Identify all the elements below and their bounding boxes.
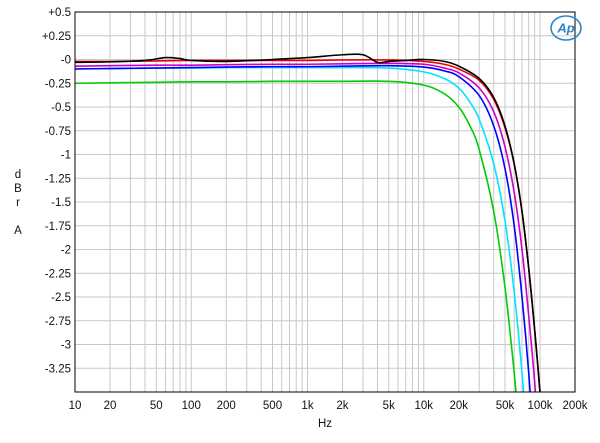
y-tick-label: -1 (61, 150, 71, 162)
plot-frame (74, 11, 576, 393)
series-line-6 (75, 53, 541, 392)
y-tick-labels: +0.5 +0.25 -0 -0.25 -0.5 -0.75 -1 -1.25 -1.5 -1.7… (42, 7, 71, 375)
x-tick-labels: 10 20 50 100 200 500 1k 2k 5k 10k 20k 50k 100k 200k (69, 400, 588, 412)
y-axis-title-letter: d (15, 169, 21, 181)
y-tick-label: +0.5 (48, 7, 71, 19)
y-tick-label: -0.75 (45, 126, 71, 138)
y-tick-label: -2 (61, 245, 71, 257)
y-tick-label: -1.25 (45, 173, 71, 185)
x-tick-label: 200k (563, 400, 588, 412)
ap-logo-ring (550, 15, 582, 41)
x-tick-label: 20 (104, 400, 117, 412)
y-tick-label: -3 (61, 340, 71, 352)
y-axis-title-letter: r (16, 197, 20, 209)
x-tick-label: 10k (414, 400, 433, 412)
x-tick-label: 100k (528, 400, 553, 412)
x-tick-label: 10 (69, 400, 82, 412)
x-tick-label: 100 (182, 400, 201, 412)
ap-logo: Ap (550, 15, 582, 41)
y-tick-label: -0.25 (45, 78, 71, 90)
chart-series (75, 53, 541, 392)
x-tick-label: 500 (263, 400, 282, 412)
y-axis-title-letter: A (14, 225, 22, 237)
y-tick-label: -0.5 (51, 102, 71, 114)
y-tick-label: -2.25 (45, 268, 71, 280)
y-tick-label: -0 (61, 55, 71, 67)
y-tick-label: +0.25 (42, 31, 71, 43)
x-tick-label: 5k (383, 400, 395, 412)
series-line-1 (75, 80, 517, 392)
y-tick-label: -1.5 (51, 197, 71, 209)
x-tick-label: 50 (150, 400, 163, 412)
x-tick-label: 200 (217, 400, 236, 412)
series-line-3 (75, 64, 531, 392)
y-tick-label: -2.75 (45, 316, 71, 328)
y-tick-label: -3.25 (45, 363, 71, 375)
y-tick-label: -2.5 (51, 292, 71, 304)
y-axis-title-letter: B (14, 183, 22, 195)
x-tick-label: 20k (449, 400, 468, 412)
ap-logo-text: Ap (556, 21, 574, 36)
chart-grid (75, 12, 575, 392)
x-axis-title: Hz (318, 418, 332, 430)
x-tick-label: 2k (336, 400, 348, 412)
y-tick-label: -1.75 (45, 221, 71, 233)
y-axis-title: dBr A (14, 169, 22, 237)
x-tick-label: 1k (301, 400, 313, 412)
series-line-4 (75, 62, 537, 392)
x-tick-label: 50k (496, 400, 515, 412)
